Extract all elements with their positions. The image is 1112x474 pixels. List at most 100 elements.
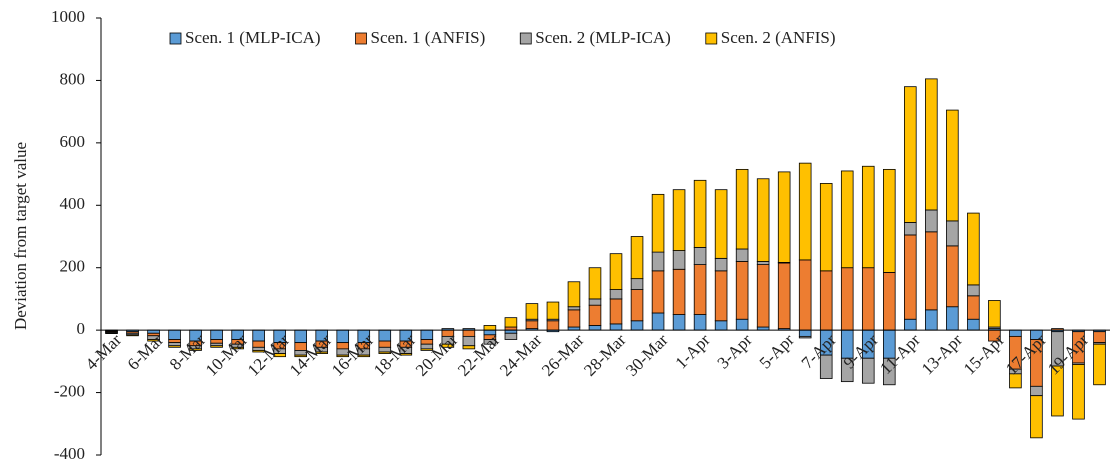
bar <box>714 257 728 272</box>
bar <box>525 303 539 320</box>
y-tick-label: 400 <box>60 194 86 213</box>
bar <box>967 212 980 286</box>
bar <box>210 329 223 340</box>
bar <box>462 345 476 350</box>
bar <box>588 267 602 300</box>
bar <box>1030 395 1043 439</box>
x-tick-label: 28-Mar <box>580 330 630 380</box>
bar <box>819 354 833 379</box>
bar <box>904 86 917 223</box>
bar <box>861 267 875 331</box>
bar <box>483 339 497 345</box>
bar <box>798 259 812 331</box>
legend-swatch <box>519 32 532 45</box>
y-tick-label: 200 <box>60 257 86 276</box>
bar <box>630 278 644 290</box>
x-tick-label: 1-Apr <box>672 330 714 372</box>
bar <box>336 329 350 344</box>
bar <box>735 318 749 331</box>
bar <box>1030 385 1043 397</box>
bar <box>546 301 560 320</box>
y-tick-label: 800 <box>60 69 86 88</box>
bar <box>420 339 434 345</box>
bar <box>798 335 812 339</box>
bar <box>546 320 560 331</box>
x-tick-label: 19-Apr <box>1044 330 1092 378</box>
x-tick-label: 18-Mar <box>370 330 420 380</box>
bar <box>168 339 181 344</box>
y-tick-label: -200 <box>54 381 85 400</box>
legend-swatch <box>705 32 718 45</box>
bar <box>672 250 686 270</box>
x-tick-label: 22-Mar <box>454 330 504 380</box>
bar <box>1051 365 1064 417</box>
bar <box>630 320 644 331</box>
bar <box>651 193 665 253</box>
y-tick-label: -400 <box>54 444 85 463</box>
x-tick-label: 13-Apr <box>918 330 966 378</box>
bar <box>946 306 959 331</box>
bar <box>567 309 581 328</box>
bar <box>651 312 665 331</box>
bar <box>567 281 581 308</box>
x-tick-label: 12-Mar <box>244 330 294 380</box>
legend-label: Scen. 2 (MLP-ICA) <box>535 28 671 47</box>
bar <box>882 271 896 331</box>
x-tick-label: 6-Mar <box>124 330 168 374</box>
bar <box>693 179 707 248</box>
bar <box>925 78 938 211</box>
bar <box>273 353 286 358</box>
bar <box>441 343 455 348</box>
x-tick-label: 20-Mar <box>412 330 462 380</box>
bar <box>735 261 749 320</box>
bar <box>714 189 728 259</box>
bar <box>231 346 244 350</box>
bar <box>420 329 434 340</box>
legend-label: Scen. 1 (ANFIS) <box>371 28 486 47</box>
legend-swatch <box>355 32 367 45</box>
bar <box>967 318 980 331</box>
bar <box>672 314 686 331</box>
bar <box>168 342 181 347</box>
bar <box>735 248 749 262</box>
bar <box>588 304 602 326</box>
bar <box>147 339 160 342</box>
bar <box>1072 364 1085 420</box>
bar <box>967 284 980 297</box>
bar <box>756 264 770 328</box>
bar <box>567 306 581 311</box>
bar <box>252 350 265 353</box>
bar <box>315 351 329 354</box>
bar <box>609 253 623 290</box>
bar <box>189 348 202 351</box>
bar <box>588 325 602 331</box>
bar <box>840 267 854 331</box>
bar <box>777 171 791 263</box>
x-tick-label: 15-Apr <box>960 330 1008 378</box>
bar <box>988 300 1001 328</box>
bar <box>756 178 770 262</box>
x-tick-label: 26-Mar <box>538 330 588 380</box>
bar <box>946 109 959 222</box>
legend-label: Scen. 2 (ANFIS) <box>721 28 836 47</box>
bar <box>420 348 434 351</box>
bar <box>946 220 959 247</box>
x-tick-label: 10-Mar <box>202 330 252 380</box>
bar <box>252 329 265 342</box>
bar <box>672 189 686 251</box>
bar <box>819 183 833 272</box>
bar <box>798 329 812 337</box>
bar <box>861 165 875 269</box>
bar <box>714 320 728 331</box>
bar <box>798 162 812 261</box>
bar <box>925 231 938 311</box>
bar <box>588 298 602 306</box>
bar <box>1093 343 1106 386</box>
bar <box>904 318 917 331</box>
x-tick-label: 16-Mar <box>328 330 378 380</box>
x-tick-label: 4-Mar <box>82 330 126 374</box>
bar <box>105 332 118 334</box>
bar <box>882 168 896 273</box>
x-tick-label: 3-Apr <box>714 330 756 372</box>
